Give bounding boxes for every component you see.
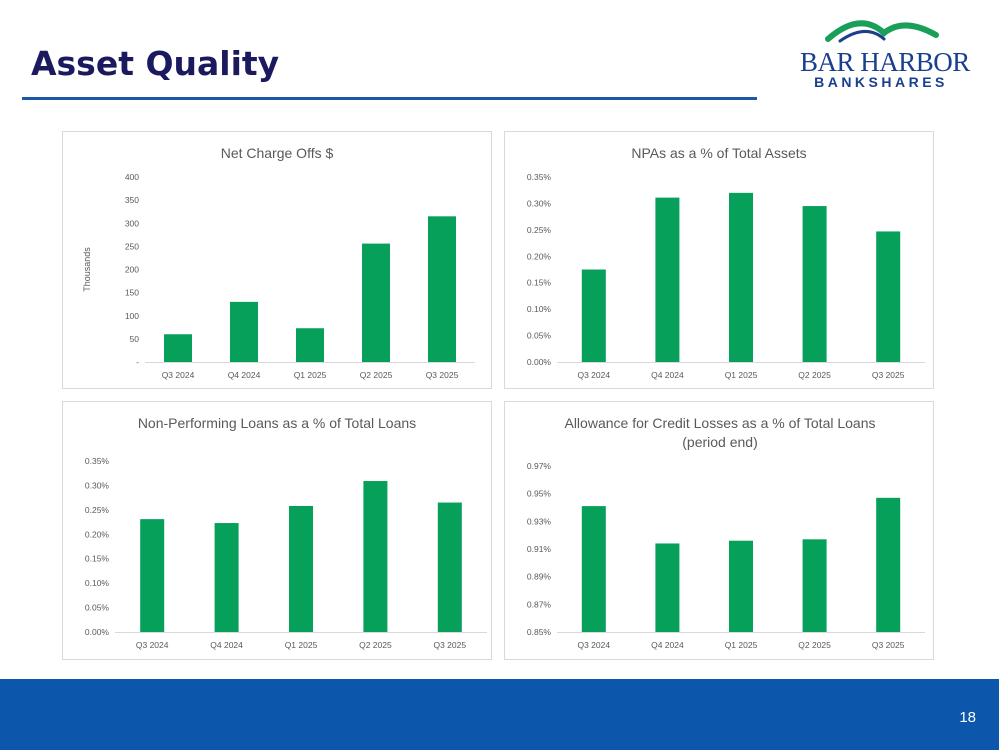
y-tick-label: 0.00% <box>85 627 110 637</box>
y-tick-label: 0.89% <box>527 572 552 582</box>
chart-title: Allowance for Credit Losses as a % of To… <box>564 415 876 450</box>
x-tick-label: Q4 2024 <box>651 370 684 380</box>
y-tick-label: 0.87% <box>527 599 552 609</box>
y-tick-label: 0.10% <box>85 578 110 588</box>
y-tick-label: 0.30% <box>85 480 110 490</box>
x-tick-label: Q1 2025 <box>725 640 758 650</box>
bar-q4-2024 <box>655 197 680 362</box>
logo-wordmark-top: BAR HARBOR <box>800 47 970 77</box>
mountain-logo-icon <box>825 20 939 43</box>
bar-q4-2024 <box>655 543 680 632</box>
bar-q3-2024 <box>164 334 192 362</box>
bar-q3-2025 <box>876 231 901 362</box>
x-tick-label: Q2 2025 <box>798 370 831 380</box>
y-tick-label: 0.20% <box>85 529 110 539</box>
x-tick-label: Q1 2025 <box>725 370 758 380</box>
x-tick-label: Q1 2025 <box>294 370 327 380</box>
y-tick-label: 0.30% <box>527 198 552 208</box>
page-number: 18 <box>959 709 976 726</box>
y-tick-label: 0.35% <box>527 172 552 182</box>
y-tick-label: 0.20% <box>527 251 552 261</box>
bar-q3-2024 <box>581 506 606 632</box>
chart-net-charge-offs: Net Charge Offs $ - 50 100 150 200 250 300 350 4… <box>62 131 492 389</box>
y-tick-label: 50 <box>130 334 140 344</box>
y-axis-title: Thousands <box>82 247 92 292</box>
x-tick-label: Q3 2024 <box>577 370 610 380</box>
bar-q2-2025 <box>802 539 827 632</box>
x-tick-label: Q3 2025 <box>426 370 459 380</box>
y-tick-label: 0.05% <box>527 331 552 341</box>
chart-title: Net Charge Offs $ <box>220 145 334 161</box>
bar-q4-2024 <box>214 523 239 632</box>
y-tick-label: 0.25% <box>85 505 110 515</box>
y-tick-label: 150 <box>125 288 139 298</box>
y-tick-label: 0.25% <box>527 225 552 235</box>
y-tick-label: 0.97% <box>527 461 552 471</box>
y-tick-label: 0.15% <box>85 554 110 564</box>
bar-q3-2024 <box>140 519 165 632</box>
y-tick-label: 300 <box>125 218 139 228</box>
chart-title: NPAs as a % of Total Assets <box>631 145 807 161</box>
title-underline <box>22 97 757 100</box>
x-tick-label: Q2 2025 <box>798 640 831 650</box>
x-tick-label: Q1 2025 <box>285 640 318 650</box>
chart-plot-area: 0.85% 0.87% 0.89% 0.91% 0.93% 0.95% 0.97% Q3 20… <box>527 461 925 650</box>
x-tick-label: Q3 2024 <box>136 640 169 650</box>
y-tick-label: 400 <box>125 172 139 182</box>
x-tick-label: Q3 2024 <box>577 640 610 650</box>
bar-q2-2025 <box>362 243 390 362</box>
logo-wordmark-bottom: BANKSHARES <box>814 74 948 90</box>
footer-bar: 18 <box>0 679 999 750</box>
bar-harbor-logo: BAR HARBOR BANKSHARES <box>800 17 970 97</box>
chart-title: Non-Performing Loans as a % of Total Loa… <box>137 415 417 431</box>
y-tick-label: 0.15% <box>527 278 552 288</box>
bar-q1-2025 <box>729 192 753 362</box>
y-tick-label: 0.00% <box>527 357 552 367</box>
x-tick-label: Q2 2025 <box>360 370 393 380</box>
bar-q3-2025 <box>428 216 456 362</box>
y-tick-label: 0.91% <box>527 544 552 554</box>
bar-q1-2025 <box>289 505 313 632</box>
y-tick-label: 250 <box>125 241 139 251</box>
bar-q1-2025 <box>729 540 753 632</box>
x-tick-label: Q3 2025 <box>872 640 905 650</box>
bar-q2-2025 <box>802 206 827 362</box>
x-tick-label: Q3 2024 <box>162 370 195 380</box>
y-tick-label: 0.85% <box>527 627 552 637</box>
x-tick-label: Q3 2025 <box>433 640 466 650</box>
x-tick-label: Q4 2024 <box>651 640 684 650</box>
y-tick-label: 0.95% <box>527 489 552 499</box>
bar-q3-2025 <box>437 502 462 632</box>
x-tick-label: Q4 2024 <box>210 640 243 650</box>
chart-plot-area: 0.00% 0.05% 0.10% 0.15% 0.20% 0.25% 0.30% 0.35%… <box>85 456 487 650</box>
y-tick-label: 0.05% <box>85 603 110 613</box>
x-tick-label: Q4 2024 <box>228 370 261 380</box>
y-tick-label: 0.10% <box>527 304 552 314</box>
y-tick-label: 0.93% <box>527 516 552 526</box>
chart-npas-total-assets: NPAs as a % of Total Assets 0.00% 0.05% 0.… <box>504 131 934 389</box>
y-tick-label: 0.35% <box>85 456 110 466</box>
bar-q2-2025 <box>363 481 388 632</box>
chart-plot-area: 0.00% 0.05% 0.10% 0.15% 0.20% 0.25% 0.30% 0.35%… <box>527 172 925 380</box>
chart-npl-total-loans: Non-Performing Loans as a % of Total Loa… <box>62 401 492 660</box>
page-title: Asset Quality <box>31 44 280 83</box>
y-tick-label: - <box>136 357 139 367</box>
x-tick-label: Q2 2025 <box>359 640 392 650</box>
y-tick-label: 200 <box>125 265 139 275</box>
chart-plot-area: - 50 100 150 200 250 300 350 400 Q3 2024 Q4 2024 Q1… <box>82 172 475 380</box>
y-tick-label: 350 <box>125 195 139 205</box>
bar-q3-2025 <box>876 497 901 632</box>
bar-q1-2025 <box>296 328 324 362</box>
bar-q4-2024 <box>230 301 258 362</box>
chart-allowance-credit-losses: Allowance for Credit Losses as a % of To… <box>504 401 934 660</box>
x-tick-label: Q3 2025 <box>872 370 905 380</box>
y-tick-label: 100 <box>125 311 139 321</box>
bar-q3-2024 <box>581 269 606 362</box>
